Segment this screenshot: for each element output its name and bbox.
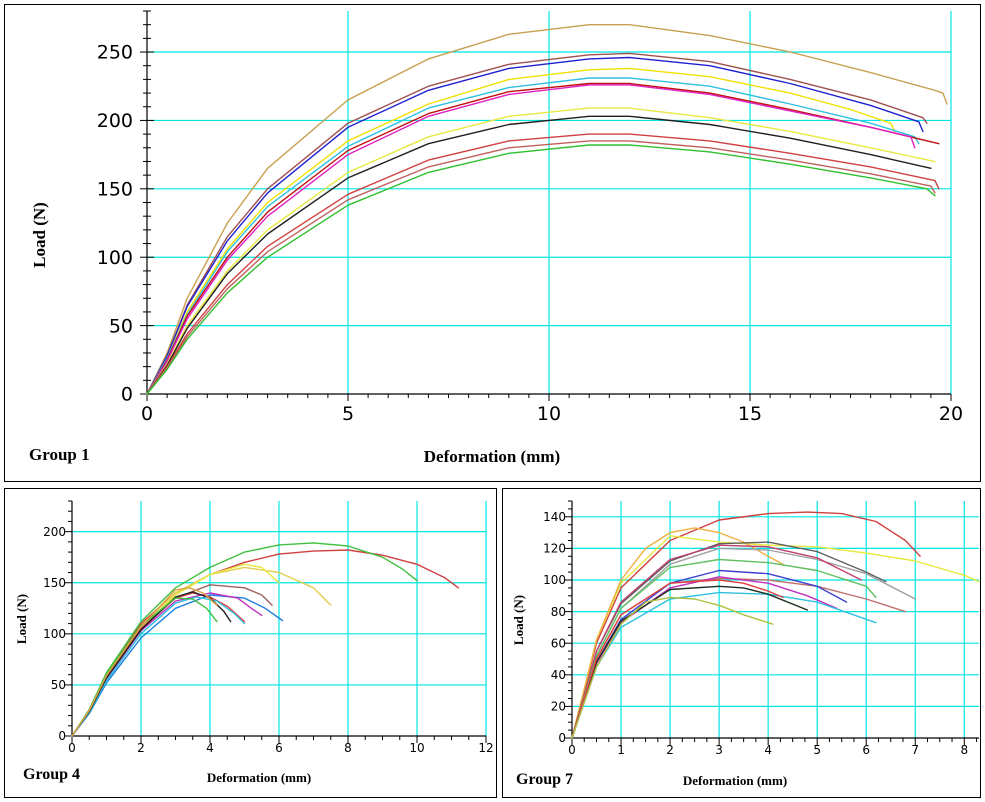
x-tick-label: 10 bbox=[409, 741, 424, 755]
group-4-panel: 0 2 4 6 8 10 12 0 50 100 150 200 Deformation (mm) Loa… bbox=[4, 488, 497, 798]
x-tick-label: 4 bbox=[206, 741, 214, 755]
series-line-5 bbox=[71, 584, 273, 737]
y-tick-label: 150 bbox=[43, 576, 66, 590]
x-tick-label: 7 bbox=[911, 743, 919, 757]
x-axis-title: Deformation (mm) bbox=[207, 770, 311, 785]
y-tick-label: 0 bbox=[58, 729, 66, 743]
x-tick-label: 2 bbox=[137, 741, 145, 755]
series-line-4 bbox=[146, 67, 896, 395]
x-tick-label: 6 bbox=[275, 741, 283, 755]
x-tick-label: 2 bbox=[666, 743, 674, 757]
y-tick-label: 60 bbox=[551, 636, 566, 650]
series-line-11 bbox=[146, 140, 936, 395]
y-tick-label: 0 bbox=[121, 384, 133, 406]
y-tick-label: 50 bbox=[51, 678, 66, 692]
series-line-2 bbox=[71, 542, 418, 737]
group-label: Group 7 bbox=[516, 771, 573, 788]
series-line-3 bbox=[146, 56, 924, 395]
group-label: Group 1 bbox=[29, 445, 90, 464]
y-tick-label: 40 bbox=[551, 668, 566, 682]
series-line-10 bbox=[146, 133, 940, 395]
x-tick-label: 8 bbox=[344, 741, 352, 755]
x-tick-label: 1 bbox=[617, 743, 625, 757]
y-tick-label: 120 bbox=[543, 542, 566, 556]
x-tick-label: 5 bbox=[813, 743, 821, 757]
y-axis-title: Load (N) bbox=[30, 202, 49, 268]
series-line-6 bbox=[571, 544, 862, 739]
x-tick-label: 0 bbox=[68, 741, 76, 755]
x-axis-title: Deformation (mm) bbox=[424, 447, 560, 466]
x-tick-label: 12 bbox=[478, 741, 493, 755]
group-4-chart: 0 2 4 6 8 10 12 0 50 100 150 200 Deformation (mm) Loa… bbox=[14, 500, 494, 785]
series-line-8 bbox=[71, 592, 246, 737]
y-tick-label: 150 bbox=[97, 178, 133, 200]
y-tick-label: 20 bbox=[551, 700, 566, 714]
x-tick-label: 15 bbox=[738, 403, 762, 425]
series-line-7 bbox=[71, 592, 263, 737]
series-lines bbox=[146, 24, 948, 395]
y-tick-label: 140 bbox=[543, 510, 566, 524]
series-line-9 bbox=[146, 115, 932, 395]
y-tick-label: 100 bbox=[43, 627, 66, 641]
series-line-12 bbox=[571, 585, 809, 739]
group-7-panel: 0 1 2 3 4 5 6 7 8 0 20 40 60 80 100 120 140 Deformation (… bbox=[502, 488, 981, 798]
x-tick-label: 4 bbox=[764, 743, 772, 757]
y-tick-label: 250 bbox=[97, 42, 133, 64]
series-line-10 bbox=[571, 576, 838, 739]
x-axis-title: Deformation (mm) bbox=[683, 773, 787, 788]
y-axis-title: Load (N) bbox=[511, 595, 526, 645]
series-line-8 bbox=[146, 107, 936, 395]
series-line-2 bbox=[571, 535, 980, 739]
x-tick-label: 6 bbox=[862, 743, 870, 757]
series-line-2 bbox=[146, 52, 928, 395]
x-tick-label: 3 bbox=[715, 743, 723, 757]
x-tick-label: 5 bbox=[342, 403, 354, 425]
y-tick-label: 50 bbox=[109, 315, 133, 337]
series-line-7 bbox=[146, 84, 916, 395]
series-line-14 bbox=[571, 596, 774, 739]
series-line-12 bbox=[146, 144, 936, 395]
y-tick-label: 0 bbox=[558, 731, 566, 745]
x-tick-label: 0 bbox=[568, 743, 576, 757]
y-tick-label: 100 bbox=[97, 247, 133, 269]
series-lines bbox=[571, 511, 980, 739]
grid-lines bbox=[72, 501, 487, 736]
group-1-panel: 0 5 10 15 20 0 50 100 150 200 250 Deformation (mm) L… bbox=[4, 4, 981, 482]
axes: 0 2 4 6 8 10 12 0 50 100 150 200 bbox=[43, 500, 494, 755]
group-label: Group 4 bbox=[23, 766, 80, 783]
x-tick-label: 20 bbox=[939, 403, 963, 425]
y-tick-label: 200 bbox=[97, 110, 133, 132]
x-tick-label: 10 bbox=[537, 403, 561, 425]
y-tick-label: 80 bbox=[551, 605, 566, 619]
series-line-9 bbox=[71, 596, 246, 737]
series-lines bbox=[71, 542, 460, 737]
series-line-13 bbox=[571, 579, 784, 739]
y-tick-label: 100 bbox=[543, 573, 566, 587]
series-line-1 bbox=[571, 511, 921, 739]
series-line-6 bbox=[71, 594, 284, 737]
series-line-7 bbox=[571, 558, 877, 739]
grid-lines bbox=[572, 501, 979, 738]
series-line-12 bbox=[71, 587, 218, 737]
y-axis-title: Load (N) bbox=[14, 594, 29, 644]
series-line-5 bbox=[146, 77, 920, 395]
y-tick-label: 200 bbox=[43, 525, 66, 539]
x-tick-label: 8 bbox=[960, 743, 968, 757]
series-line-6 bbox=[146, 82, 940, 395]
series-line-1 bbox=[146, 24, 948, 395]
x-tick-label: 0 bbox=[141, 403, 153, 425]
